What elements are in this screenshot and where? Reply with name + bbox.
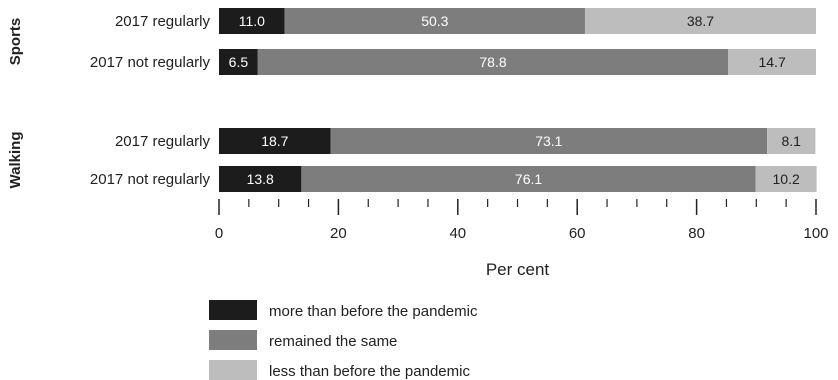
data-label: 8.1 [781,133,801,149]
tick-label: 40 [449,225,466,242]
bar-segment-3 [767,128,816,154]
bar-segment-1 [219,128,331,154]
tick-label: 80 [688,225,705,242]
tick-label: 60 [569,225,586,242]
x-axis-label: Per cent [486,260,550,279]
bar-segment-2 [330,128,768,154]
data-label: 38.7 [687,13,714,29]
category-label: 2017 regularly [115,133,211,150]
legend-label: less than before the pandemic [269,363,470,380]
bar-segment-3 [728,49,816,75]
bar-segment-1 [219,166,302,192]
category-label: 2017 regularly [115,13,211,30]
data-label: 13.8 [247,171,274,187]
bar-segment-1 [219,49,258,75]
legend-label: more than before the pandemic [269,303,478,320]
category-label: 2017 not regularly [90,171,211,188]
bar-segment-3 [755,166,817,192]
group-label: Walking [7,132,24,189]
group-label: Sports [7,18,24,66]
data-label: 6.5 [229,54,249,70]
legend-swatch [209,360,257,380]
tick-label: 0 [215,225,223,242]
bar-segment-1 [219,8,285,34]
data-label: 78.8 [479,54,506,70]
category-label: 2017 not regularly [90,54,211,71]
bar-segment-3 [584,8,816,34]
data-label: 10.2 [773,171,800,187]
bar-segment-2 [257,49,729,75]
data-label: 18.7 [261,133,288,149]
legend-label: remained the same [269,333,397,350]
bar-segment-2 [284,8,585,34]
data-label: 76.1 [515,171,542,187]
tick-label: 100 [803,225,828,242]
data-label: 14.7 [758,54,785,70]
data-label: 50.3 [421,13,448,29]
data-label: 11.0 [239,13,265,29]
tick-label: 20 [330,225,347,242]
legend-swatch [209,300,257,320]
bar-segment-2 [301,166,756,192]
legend-swatch [209,330,257,350]
data-label: 73.1 [535,133,562,149]
